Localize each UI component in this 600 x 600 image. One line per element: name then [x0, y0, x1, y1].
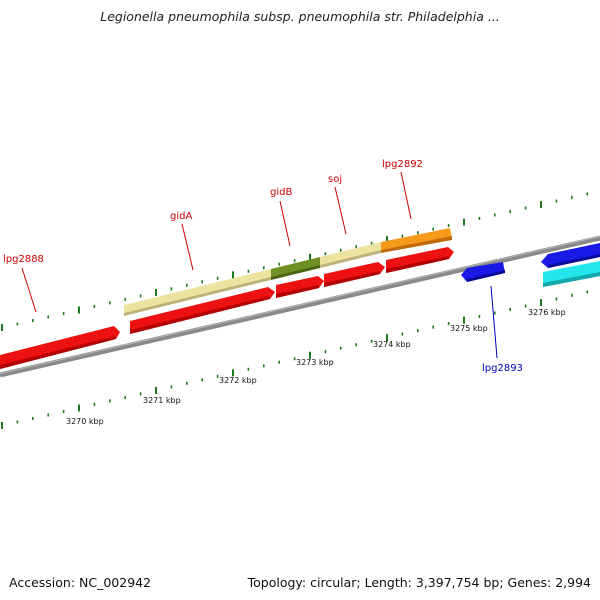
scale-label-3272: 3272 kbp: [219, 376, 257, 385]
label-leaders: [21, 171, 498, 359]
gene-arrow-lpg2888-shade: [0, 336, 116, 369]
gene-arrow-gidB-shade: [276, 285, 319, 298]
gene-arrow-lpg2893[interactable]: [461, 262, 505, 282]
feature-segment-olive-shadow: [271, 265, 320, 280]
scale-label-3274: 3274 kbp: [373, 340, 411, 349]
page-title: Legionella pneumophila subsp. pneumophil…: [100, 9, 500, 24]
gene-label-gidA[interactable]: gidA: [170, 211, 192, 222]
feature-segment-pale-2: [320, 242, 381, 267]
leader-gidA: [181, 223, 194, 271]
accession-text: Accession: NC_002942: [9, 575, 152, 590]
gene-arrow-reverse-right-shade: [548, 254, 600, 268]
gene-label-lpg2893[interactable]: lpg2893: [482, 363, 523, 374]
reverse-genes: [461, 243, 600, 287]
scale-label-3275: 3275 kbp: [450, 324, 488, 333]
gene-label-lpg2892[interactable]: lpg2892: [382, 159, 423, 170]
gene-arrow-gidA-shade: [130, 296, 270, 334]
genome-summary-text: Topology: circular; Length: 3,397,754 bp…: [247, 575, 591, 590]
leader-lpg2888: [21, 267, 37, 313]
feature-segment-pale: [124, 269, 271, 315]
scale-labels: 3270 kbp 3271 kbp 3272 kbp 3273 kbp 3274…: [66, 308, 566, 426]
gene-arrow-lpg2893-shade: [467, 270, 505, 282]
feature-segment-pale-shadow: [124, 277, 271, 316]
gene-arrow-reverse-right[interactable]: [541, 243, 600, 268]
feature-segment-pale-2-shadow: [320, 250, 381, 268]
feature-segment-orange: [381, 228, 452, 252]
gene-label-soj[interactable]: soj: [328, 174, 342, 185]
gene-labels: lpg2888 gidA gidB soj lpg2892 lpg2893: [3, 159, 523, 374]
gene-arrow-soj-shade: [324, 271, 380, 287]
gene-arrow-cyan-shade: [543, 272, 600, 287]
leader-lpg2893: [490, 285, 498, 359]
tick-row-upper: [1, 192, 589, 331]
genome-backbone-highlight: [0, 236, 600, 374]
scale-label-3276: 3276 kbp: [528, 308, 566, 317]
feature-segment-olive: [271, 257, 320, 279]
feature-band: [124, 228, 452, 316]
leader-gidB: [279, 200, 291, 247]
gene-label-gidB[interactable]: gidB: [270, 187, 292, 198]
scale-label-3270: 3270 kbp: [66, 417, 104, 426]
tick-row-lower: [1, 290, 589, 429]
feature-segment-orange-shadow: [381, 236, 452, 253]
leader-soj: [334, 186, 347, 235]
genome-backbone: [0, 235, 600, 378]
scale-label-3273: 3273 kbp: [296, 358, 334, 367]
gene-arrow-lpg2892-shade: [386, 256, 449, 273]
leader-lpg2892: [400, 171, 412, 220]
gene-label-lpg2888[interactable]: lpg2888: [3, 254, 44, 265]
scale-label-3271: 3271 kbp: [143, 396, 181, 405]
forward-genes: [0, 247, 454, 369]
